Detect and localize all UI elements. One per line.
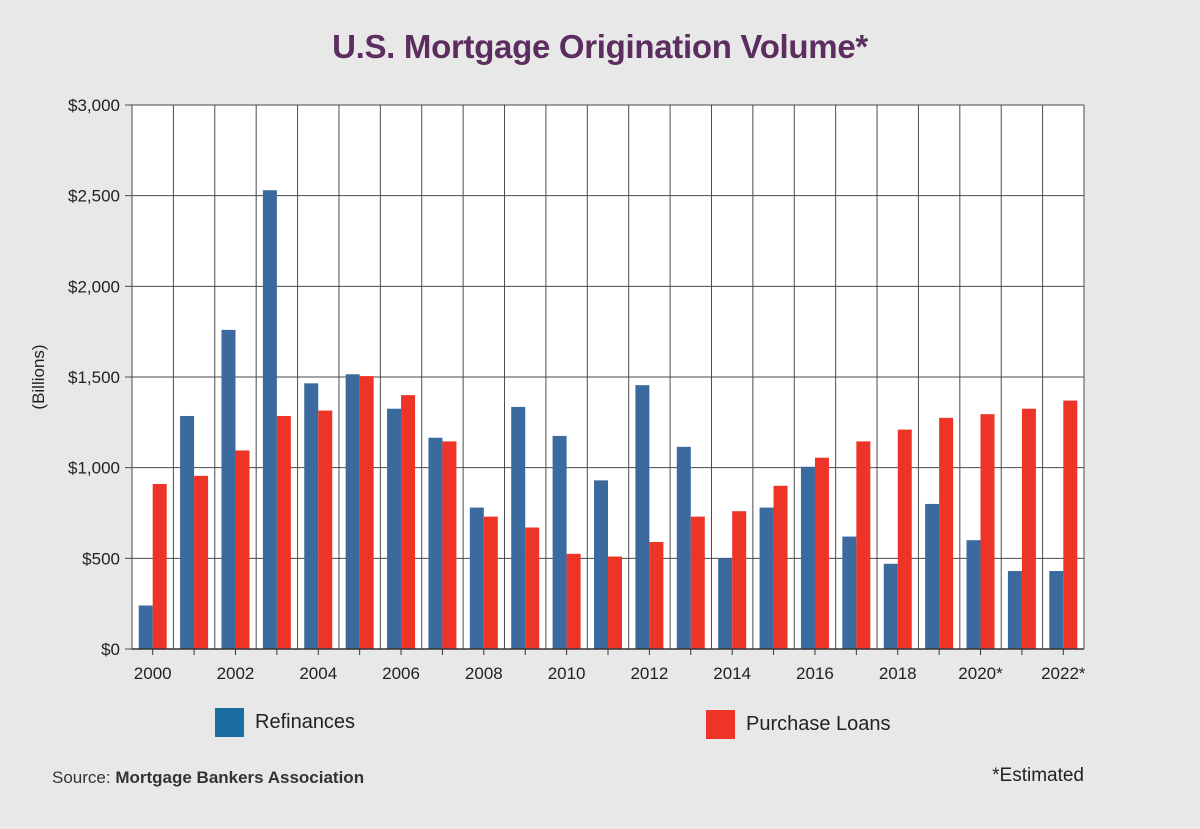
bar-refinances [552,435,567,649]
bar-refinances [883,563,898,649]
x-tick-label: 2000 [134,664,172,683]
bar-purchase-loans [1021,408,1036,649]
bar-purchase-loans [152,483,167,649]
bar-purchase-loans [1063,400,1078,649]
bar-purchase-loans [318,410,333,649]
axes [125,104,1084,655]
legend-item-refinances: Refinances [215,708,355,737]
chart-title: U.S. Mortgage Origination Volume* [332,28,868,65]
bar-refinances [180,415,195,649]
bar-purchase-loans [856,441,871,649]
x-tick-label: 2006 [382,664,420,683]
bars [138,190,1078,649]
source-name: Mortgage Bankers Association [115,768,365,787]
bar-purchase-loans [483,516,498,649]
bar-refinances [304,383,319,649]
bar-purchase-loans [732,511,747,649]
x-tick-label: 2014 [713,664,751,683]
x-tick-label: 2016 [796,664,834,683]
bar-refinances [635,385,650,649]
bar-purchase-loans [566,553,581,649]
bar-refinances [759,507,774,649]
bar-refinances [966,540,981,649]
footnote: *Estimated [992,765,1084,786]
bar-purchase-loans [442,441,457,649]
x-tick-label: 2010 [548,664,586,683]
y-tick-label: $500 [82,549,120,568]
y-tick-label: $2,500 [68,187,120,206]
bar-refinances [842,536,857,649]
bar-refinances [800,466,815,649]
legend-item-purchase-loans: Purchase Loans [706,710,891,739]
legend-label-refinances: Refinances [255,711,356,733]
bar-purchase-loans [608,556,622,649]
bar-purchase-loans [401,395,416,649]
bar-refinances [925,503,940,649]
bar-purchase-loans [690,516,705,649]
bar-refinances [138,605,153,649]
bar-purchase-loans [980,414,995,649]
bar-refinances [387,408,402,649]
source-prefix: Source: [52,768,116,787]
bar-refinances [676,446,691,649]
y-tick-label: $2,000 [68,277,120,296]
x-tick-label: 2008 [465,664,503,683]
x-tick-label: 2002 [217,664,255,683]
x-tick-label: 2004 [299,664,337,683]
bar-purchase-loans [194,475,209,649]
x-tick-label: 2022* [1041,664,1086,683]
bar-purchase-loans [276,415,291,649]
tick-labels: $0 $500 $1,000 $1,500 $2,000 $2,500 $3,000 2000… [68,96,1086,683]
bar-refinances [262,190,277,649]
bar-purchase-loans [773,485,788,649]
y-axis-label: (Billions) [29,344,48,409]
bar-refinances [1007,571,1022,649]
y-tick-label: $1,000 [68,459,120,478]
bar-refinances [345,374,360,649]
y-tick-label: $0 [101,640,120,659]
bar-refinances [594,480,608,649]
bar-refinances [469,507,484,649]
x-tick-label: 2012 [630,664,668,683]
refinances-swatch [215,708,244,737]
bar-purchase-loans [814,457,829,649]
bar-purchase-loans [939,417,954,649]
purchase-loans-swatch [706,710,735,739]
y-tick-label: $1,500 [68,368,120,387]
bar-refinances [511,406,526,649]
bar-refinances [718,558,733,649]
bar-refinances [1049,571,1064,649]
bar-refinances [221,329,236,649]
x-tick-label: 2018 [879,664,917,683]
bar-purchase-loans [235,450,250,649]
bar-purchase-loans [649,542,664,649]
bar-purchase-loans [897,429,912,649]
source-note: Source: Mortgage Bankers Association [52,768,364,788]
bar-purchase-loans [359,376,374,649]
bar-purchase-loans [525,527,540,649]
bar-refinances [428,437,443,649]
x-tick-label: 2020* [958,664,1003,683]
legend-label-purchase-loans: Purchase Loans [746,713,891,735]
y-tick-label: $3,000 [68,96,120,115]
